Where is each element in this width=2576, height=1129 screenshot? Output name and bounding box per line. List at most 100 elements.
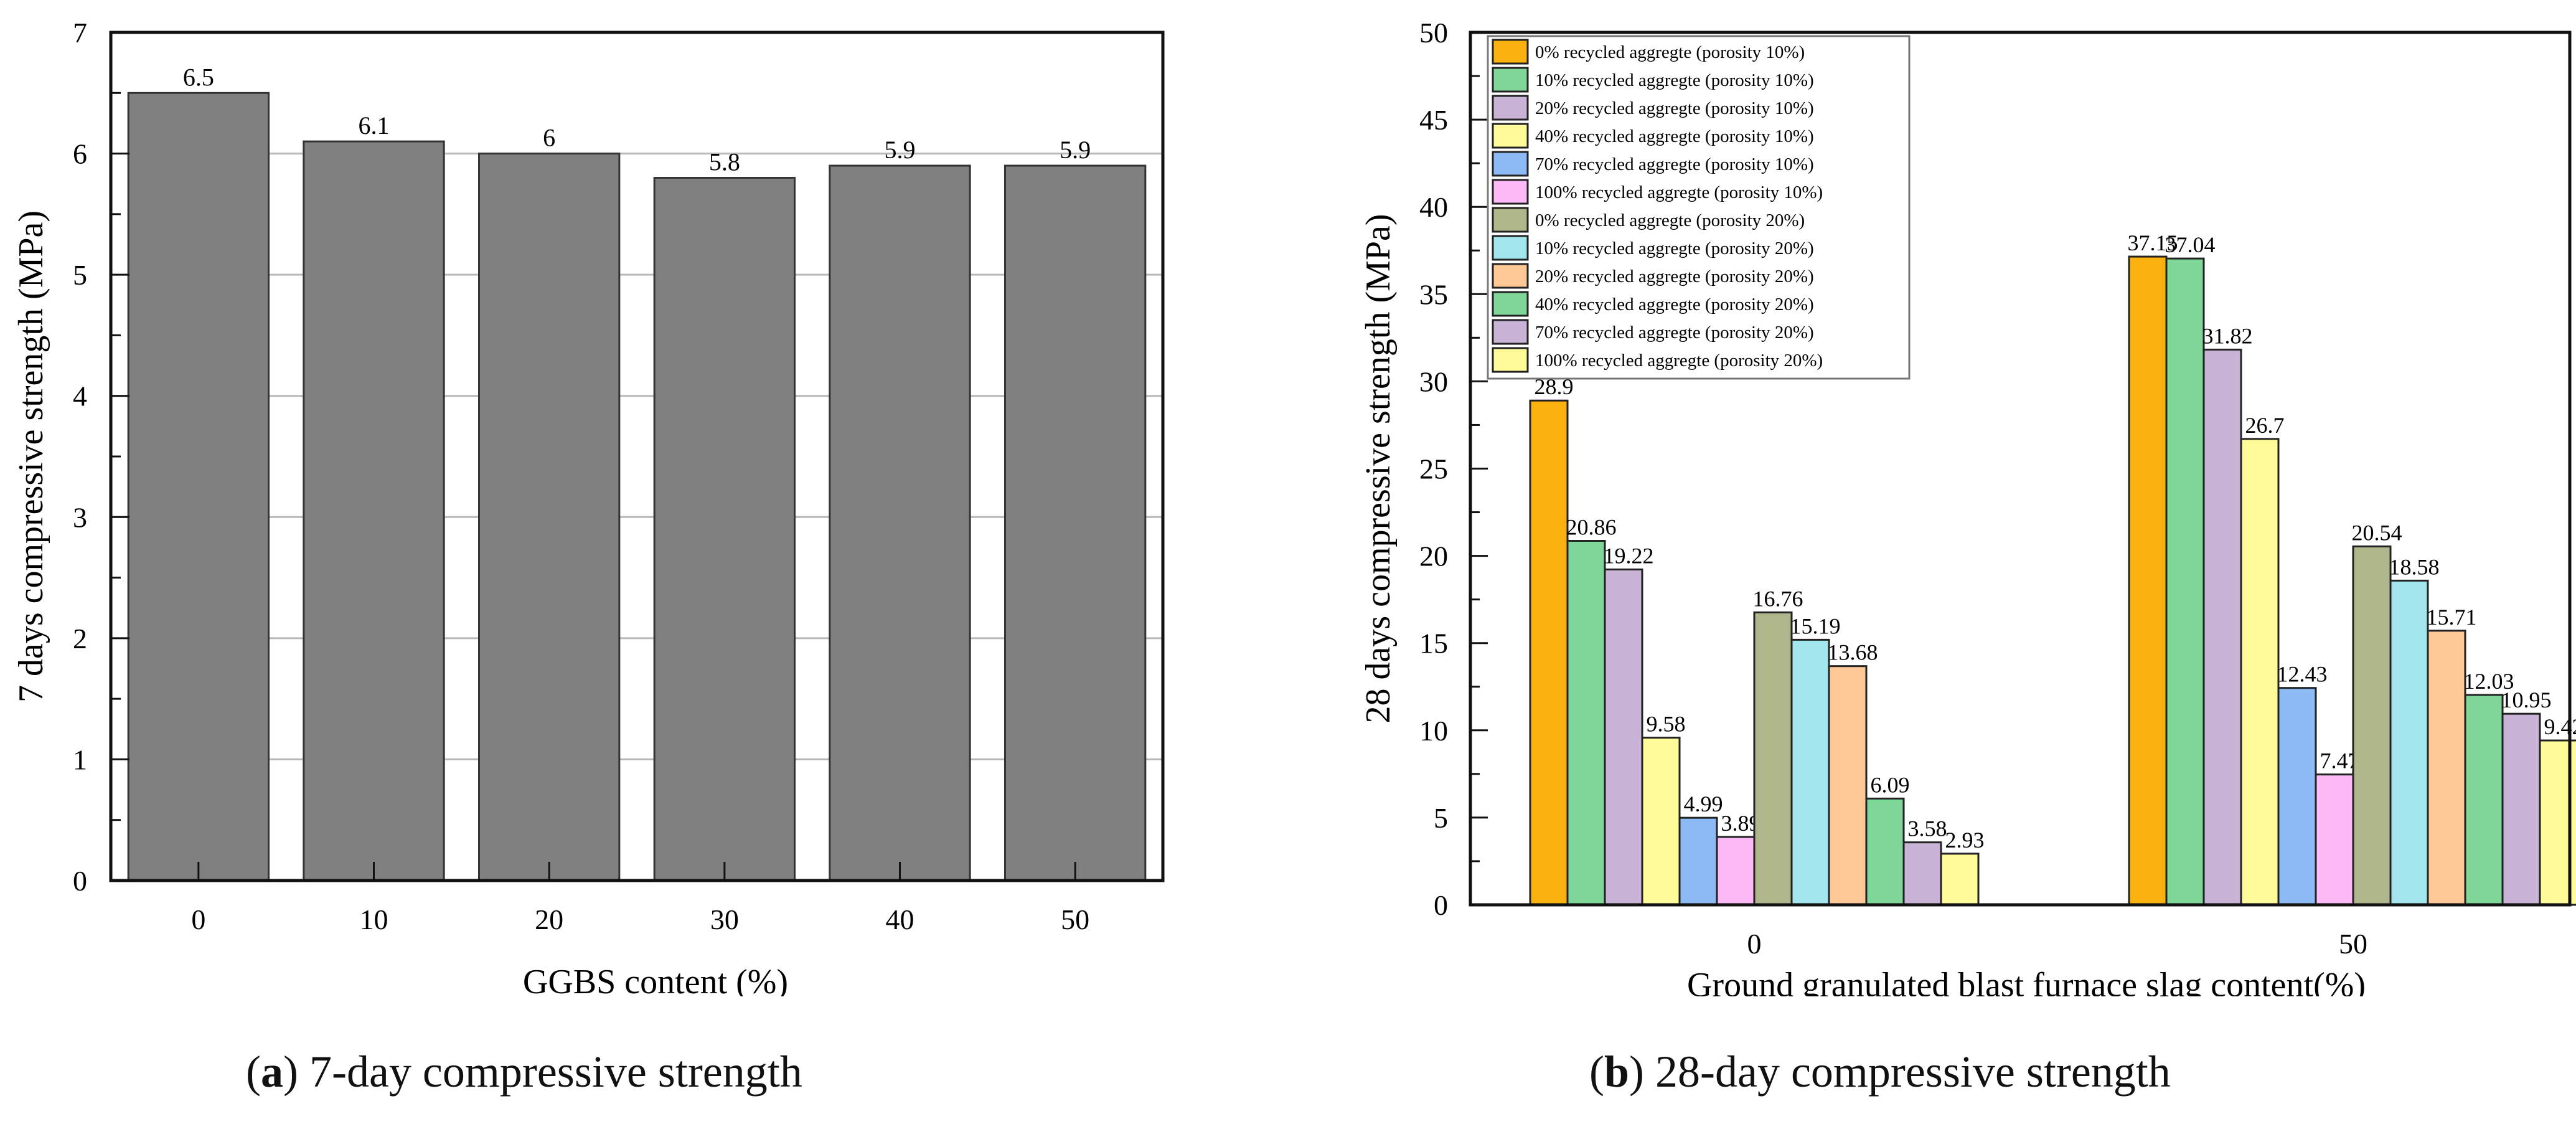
data-label: 5.8 bbox=[709, 148, 740, 176]
y-tick-label: 5 bbox=[73, 259, 87, 291]
bar-10-group-50 bbox=[2464, 694, 2504, 906]
legend-swatch bbox=[1492, 95, 1529, 121]
legend-box bbox=[1487, 35, 1911, 380]
legend-swatch bbox=[1492, 263, 1529, 289]
bar-4-group-50 bbox=[2240, 438, 2280, 906]
x-tick-label: 50 bbox=[1061, 904, 1089, 935]
bar-2-group-0 bbox=[1566, 540, 1606, 906]
caption-b-letter: b bbox=[1604, 1047, 1630, 1097]
bar-10-group-0 bbox=[1865, 797, 1905, 906]
bar-4-group-0 bbox=[1641, 737, 1681, 906]
legend-swatch bbox=[1492, 151, 1529, 177]
bar-11-group-50 bbox=[2501, 712, 2541, 906]
data-label: 6.09 bbox=[1871, 772, 1910, 797]
bar-11-group-0 bbox=[1902, 841, 1942, 906]
legend-swatch bbox=[1492, 319, 1529, 345]
bar-40 bbox=[829, 164, 971, 882]
y-tick-label: 20 bbox=[1419, 541, 1448, 572]
y-tick-label: 6 bbox=[73, 138, 87, 170]
legend-swatch bbox=[1492, 179, 1529, 205]
x-tick-label: 20 bbox=[535, 904, 563, 935]
bar-2-group-50 bbox=[2165, 257, 2205, 906]
bar-6-group-0 bbox=[1716, 836, 1756, 906]
bar-5-group-50 bbox=[2277, 687, 2317, 906]
bar-8-group-0 bbox=[1790, 638, 1830, 906]
y-tick-label: 40 bbox=[1419, 191, 1448, 223]
legend-label: 20% recycled aggregte (porosity 10%) bbox=[1535, 98, 1814, 118]
x-tick-label: 30 bbox=[710, 904, 739, 935]
legend-label: 70% recycled aggregte (porosity 10%) bbox=[1535, 154, 1814, 174]
caption-a-letter: a bbox=[260, 1047, 283, 1097]
data-label: 12.03 bbox=[2464, 669, 2514, 694]
legend-swatch bbox=[1492, 207, 1529, 233]
caption-a-text: 7-day compressive strength bbox=[298, 1047, 802, 1097]
y-axis-title: 28 days compressive strength (MPa) bbox=[1359, 214, 1398, 723]
data-label: 6.1 bbox=[359, 111, 390, 139]
data-label: 5.9 bbox=[885, 136, 916, 164]
y-tick-label: 0 bbox=[73, 865, 87, 897]
data-label: 10.95 bbox=[2501, 687, 2552, 712]
legend-label: 20% recycled aggregte (porosity 20%) bbox=[1535, 267, 1814, 286]
legend-swatch bbox=[1492, 347, 1529, 373]
x-axis-title: GGBS content (%) bbox=[523, 963, 788, 996]
x-tick-label: 0 bbox=[191, 904, 205, 935]
bar-3-group-0 bbox=[1604, 568, 1643, 906]
data-label: 26.7 bbox=[2245, 413, 2285, 438]
data-label: 3.58 bbox=[1908, 816, 1947, 841]
data-label: 12.43 bbox=[2277, 662, 2328, 687]
bar-30 bbox=[653, 176, 796, 882]
x-axis-title: Ground granulated blast furnace slag con… bbox=[1687, 966, 2366, 996]
legend-label: 40% recycled aggregte (porosity 20%) bbox=[1535, 295, 1814, 314]
legend-label: 70% recycled aggregte (porosity 20%) bbox=[1535, 323, 1814, 342]
chart-a-7-day-strength: 6.5 0 6.1 10 6 20 5.8 30 5.9 40 5.9 50 0 1 2 3 4 5 6 7 GGBS … bbox=[12, 17, 1165, 996]
y-tick-label: 0 bbox=[1434, 889, 1448, 921]
data-label: 18.58 bbox=[2389, 554, 2440, 579]
caption-b: (b) 28-day compressive strength bbox=[1589, 1047, 2171, 1097]
y-tick-label: 35 bbox=[1419, 278, 1448, 310]
legend-label: 100% recycled aggregte (porosity 20%) bbox=[1535, 351, 1823, 371]
y-tick-label: 5 bbox=[1434, 802, 1448, 834]
data-label: 31.82 bbox=[2202, 323, 2253, 348]
legend-label: 0% recycled aggregte (porosity 20%) bbox=[1535, 210, 1805, 230]
bar-7-group-50 bbox=[2352, 545, 2392, 906]
x-tick-label: 40 bbox=[886, 904, 914, 935]
data-label: 9.58 bbox=[1647, 712, 1686, 737]
y-tick-label: 15 bbox=[1419, 628, 1448, 659]
y-tick-label: 7 bbox=[73, 17, 87, 49]
bar-9-group-0 bbox=[1828, 665, 1868, 906]
bar-1-group-50 bbox=[2128, 255, 2168, 906]
bar-6-group-50 bbox=[2315, 773, 2354, 906]
bar-8-group-50 bbox=[2389, 579, 2429, 906]
caption-b-text: 28-day compressive strength bbox=[1644, 1047, 2171, 1097]
data-label: 6 bbox=[543, 124, 555, 152]
y-tick-label: 1 bbox=[73, 744, 87, 775]
bar-50 bbox=[1004, 164, 1147, 882]
legend-swatch bbox=[1492, 67, 1529, 93]
y-tick-label: 3 bbox=[73, 501, 87, 533]
y-tick-label: 30 bbox=[1419, 366, 1448, 397]
chart-b-28-day-strength: 28.920.8619.229.584.993.8916.7615.1913.6… bbox=[1359, 17, 2576, 996]
x-tick-label: 50 bbox=[2339, 928, 2367, 960]
bar-3-group-50 bbox=[2202, 348, 2242, 906]
data-label: 20.86 bbox=[1566, 515, 1617, 540]
legend-swatch bbox=[1492, 123, 1529, 149]
y-tick-label: 4 bbox=[73, 380, 87, 412]
bar-5-group-0 bbox=[1678, 816, 1718, 906]
y-tick-label: 2 bbox=[73, 623, 87, 654]
data-label: 15.19 bbox=[1790, 613, 1841, 638]
data-label: 19.22 bbox=[1604, 543, 1654, 568]
bar-12-group-0 bbox=[1940, 853, 1980, 906]
legend-label: 100% recycled aggregte (porosity 10%) bbox=[1535, 182, 1823, 202]
legend-swatch bbox=[1492, 39, 1529, 65]
data-label: 5.9 bbox=[1060, 136, 1091, 164]
data-label: 4.99 bbox=[1684, 791, 1723, 816]
legend-swatch bbox=[1492, 235, 1529, 261]
legend-label: 10% recycled aggregte (porosity 20%) bbox=[1535, 239, 1814, 258]
data-label: 6.5 bbox=[183, 63, 214, 91]
x-tick-label: 10 bbox=[360, 904, 388, 935]
data-label: 37.04 bbox=[2165, 232, 2216, 257]
data-label: 37.15 bbox=[2128, 230, 2178, 255]
data-label: 2.93 bbox=[1945, 828, 1985, 853]
legend-label: 0% recycled aggregte (porosity 10%) bbox=[1535, 42, 1805, 62]
data-label: 16.76 bbox=[1753, 586, 1803, 611]
